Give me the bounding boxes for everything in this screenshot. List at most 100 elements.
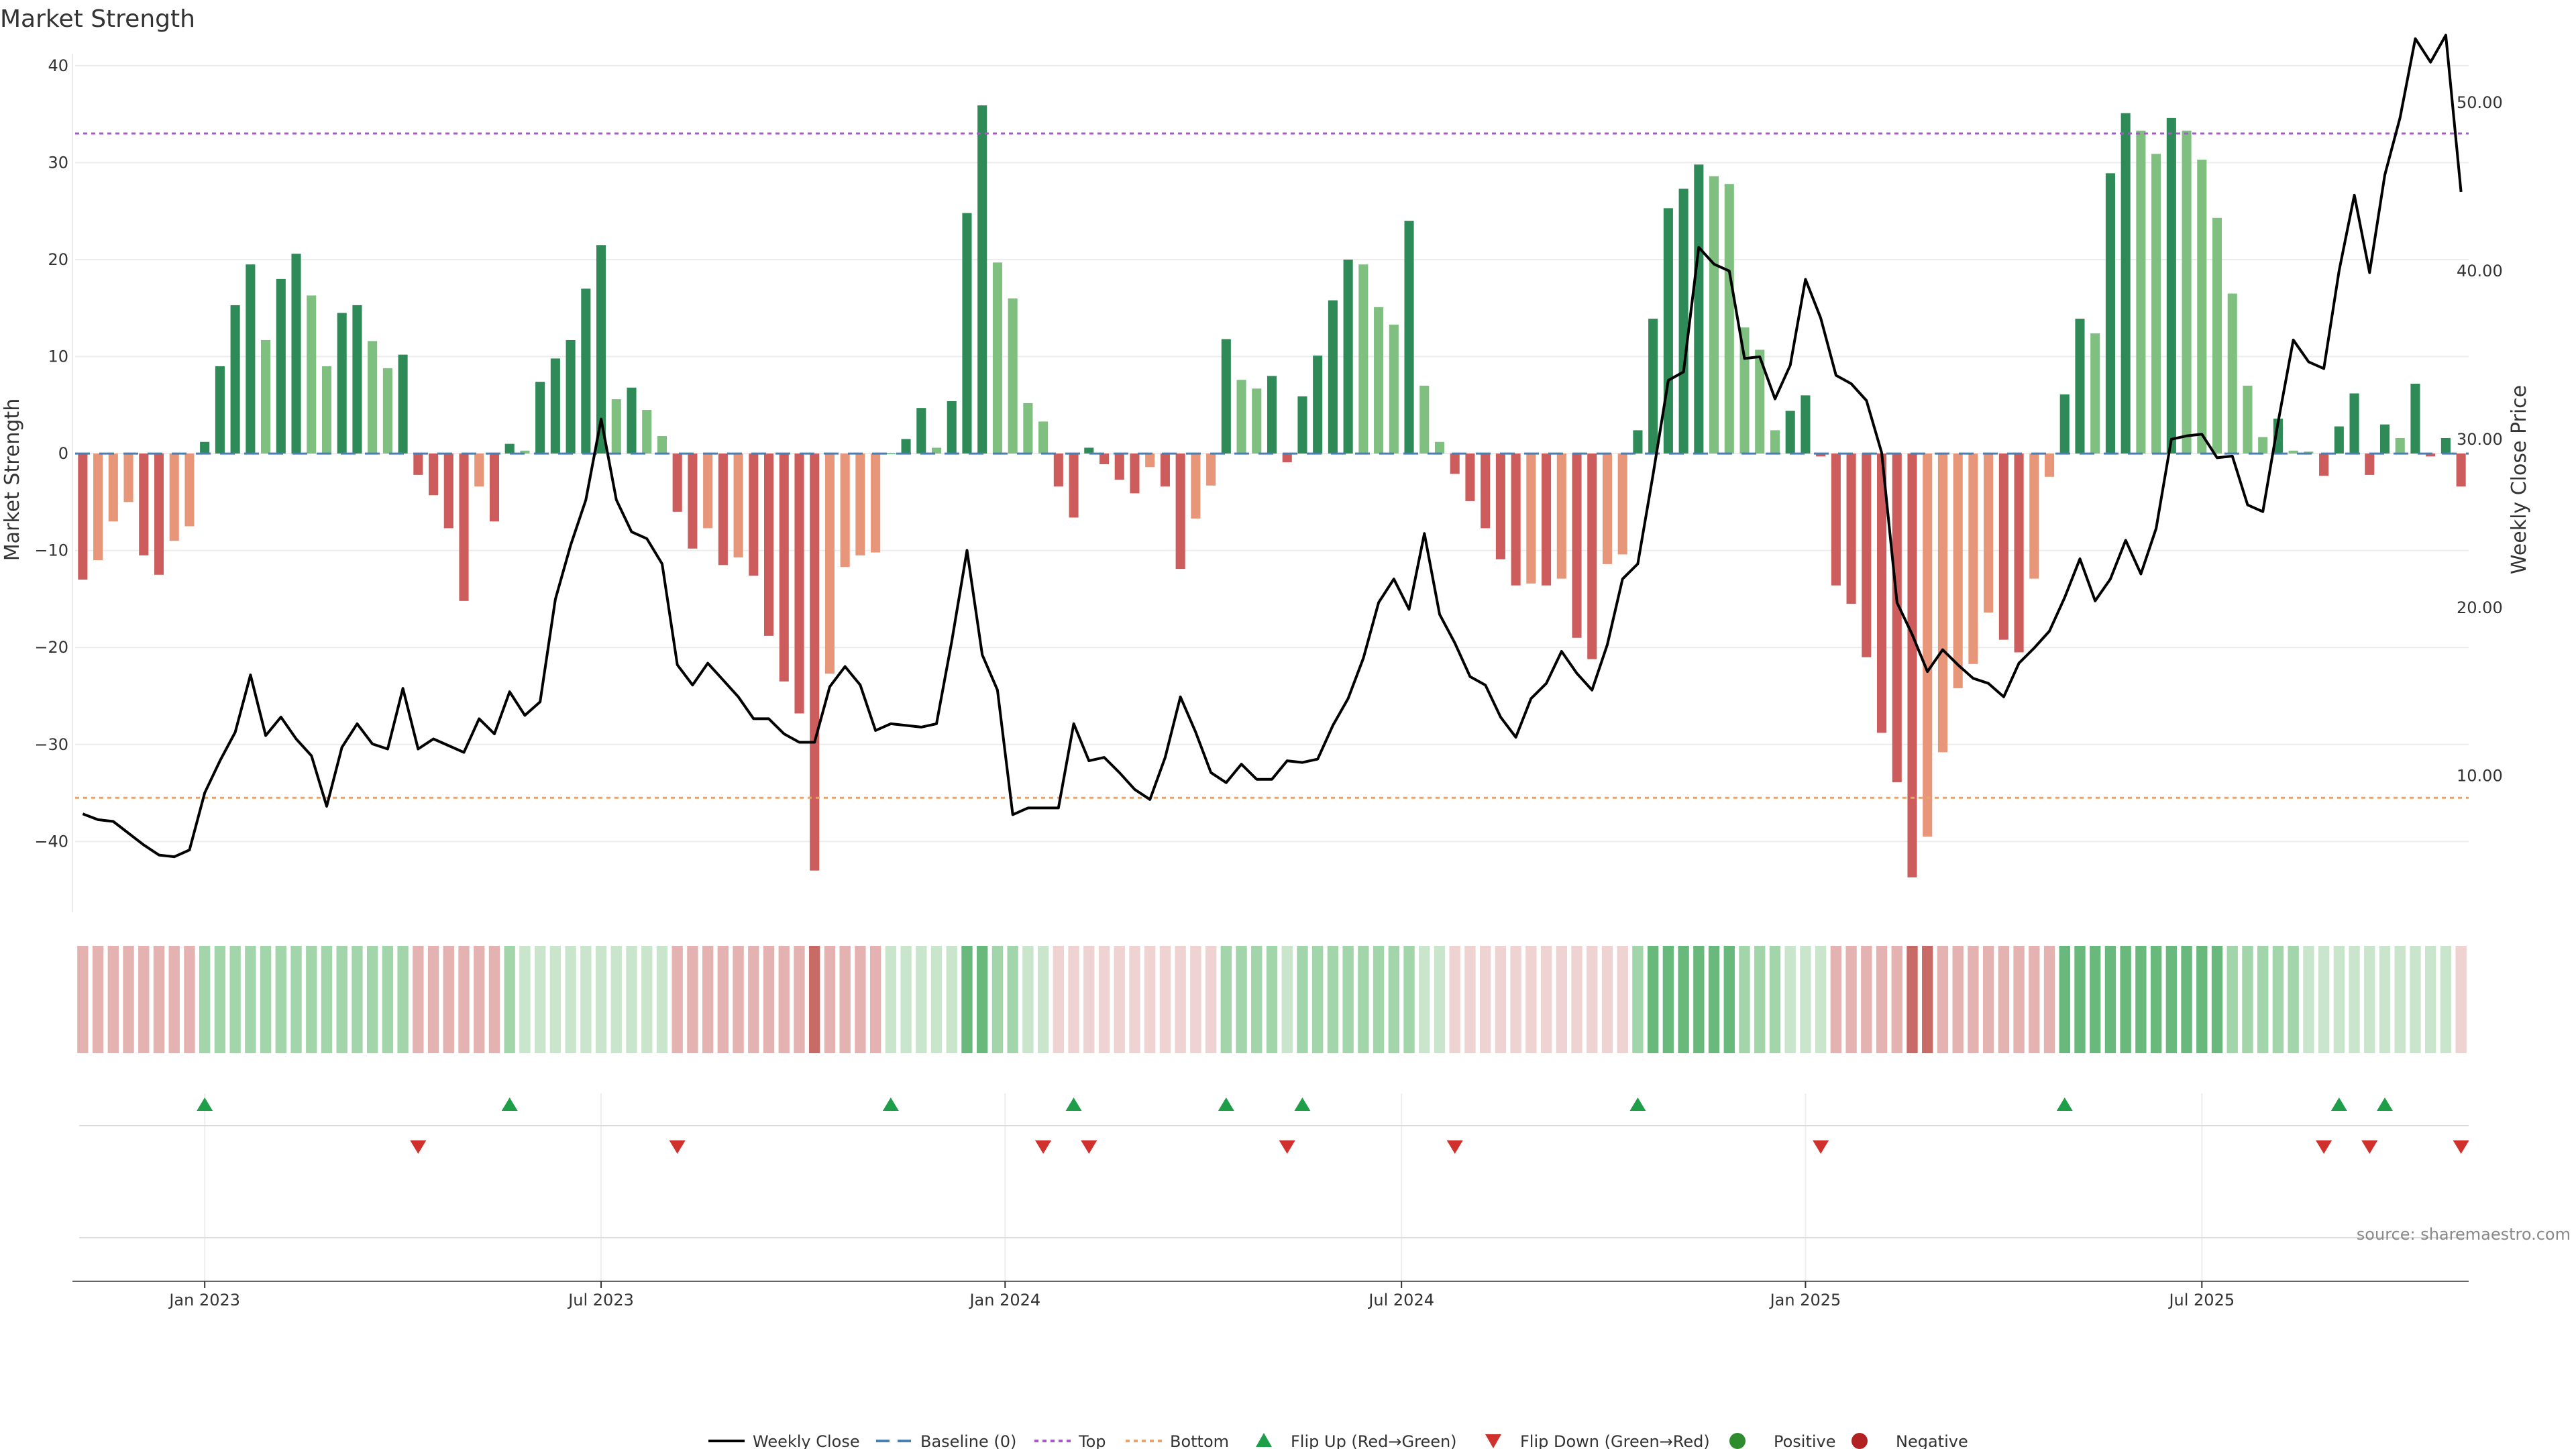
- heat-cell: [1220, 946, 1232, 1053]
- strength-bar: [931, 447, 942, 454]
- strength-bar: [1206, 453, 1216, 486]
- flip-signals-panel: [79, 1097, 2469, 1238]
- strength-bar: [2227, 293, 2237, 454]
- strength-bar: [307, 295, 317, 454]
- strength-bar: [916, 408, 926, 454]
- strength-bar: [1175, 453, 1185, 570]
- legend-label: Negative: [1896, 1432, 1968, 1449]
- heat-cell: [2288, 946, 2299, 1053]
- strength-bar: [2014, 453, 2024, 653]
- heat-cell: [900, 946, 912, 1053]
- strength-bar: [2090, 333, 2100, 454]
- strength-bar: [657, 436, 667, 454]
- heat-cell: [2364, 946, 2375, 1053]
- strength-bar: [276, 278, 286, 454]
- strength-bar: [1267, 376, 1277, 454]
- heat-cell: [1342, 946, 1354, 1053]
- strength-bar: [2182, 130, 2192, 454]
- y-tick-label: −30: [34, 735, 68, 754]
- strength-bar: [992, 262, 1002, 454]
- heat-cell: [2272, 946, 2284, 1053]
- heat-cell: [1449, 946, 1460, 1053]
- heat-cell: [1800, 946, 1811, 1053]
- flip-down-marker: [410, 1140, 427, 1154]
- heat-cell: [1373, 946, 1385, 1053]
- heat-cell: [275, 946, 286, 1053]
- heat-cell: [1540, 946, 1552, 1053]
- heat-cell: [1662, 946, 1674, 1053]
- strength-bar: [1785, 411, 1795, 454]
- flip-down-marker: [1813, 1140, 1829, 1154]
- heat-cell: [1403, 946, 1415, 1053]
- strength-bar: [718, 453, 728, 566]
- heat-cell: [488, 946, 500, 1053]
- heat-cell: [1083, 946, 1095, 1053]
- strength-bar: [1876, 453, 1887, 733]
- weekly-close-line: [82, 34, 2463, 859]
- strength-bar: [2029, 453, 2039, 579]
- heat-cell: [260, 946, 272, 1053]
- heat-cell: [321, 946, 333, 1053]
- heat-cell: [1144, 946, 1156, 1053]
- strength-bar: [672, 453, 682, 512]
- strength-bar: [1526, 453, 1536, 584]
- strength-bar: [581, 288, 591, 454]
- heat-cell: [1037, 946, 1049, 1053]
- strength-bar: [1038, 421, 1049, 454]
- heat-cell: [2120, 946, 2131, 1053]
- flip-down-marker: [2453, 1140, 2469, 1154]
- strength-bar: [154, 453, 164, 575]
- strength-bar: [139, 453, 149, 555]
- strength-bar: [1099, 453, 1110, 464]
- heat-cell: [1617, 946, 1628, 1053]
- heat-cell: [2196, 946, 2208, 1053]
- heat-cell: [336, 946, 347, 1053]
- strength-bar: [2059, 394, 2070, 454]
- strength-bar: [2105, 173, 2115, 454]
- heat-cell: [397, 946, 409, 1053]
- heat-cell: [687, 946, 698, 1053]
- y2-tick-label: 30.00: [2457, 430, 2503, 449]
- heat-cell: [1159, 946, 1171, 1053]
- x-axis-ticks: Jan 2023 Jul 2023 Jan 2024 Jul 2024 Jan 2025…: [168, 1281, 2235, 1309]
- heat-cell: [2059, 946, 2070, 1053]
- heat-cell: [245, 946, 256, 1053]
- heat-cell: [138, 946, 150, 1053]
- strength-bar: [1724, 184, 1734, 454]
- strength-bar: [459, 453, 469, 601]
- y-axis-ticks: 40 30 20 10 0 −10 −20 −30 −40: [34, 56, 68, 851]
- strength-bar: [1419, 385, 1430, 454]
- heat-cell: [123, 946, 134, 1053]
- heat-cell: [1587, 946, 1598, 1053]
- heat-cell: [2379, 946, 2391, 1053]
- strength-bar: [2258, 437, 2268, 454]
- flip-up-marker: [882, 1097, 899, 1111]
- legend-label: Weekly Close: [753, 1432, 860, 1449]
- y2-axis-label: Weekly Close Price: [2508, 385, 2531, 574]
- heat-cell: [2394, 946, 2406, 1053]
- heat-cell: [717, 946, 729, 1053]
- legend-swatch-flip-down: [1485, 1434, 1501, 1448]
- heat-cell: [839, 946, 851, 1053]
- legend-label: Positive: [1774, 1432, 1836, 1449]
- x-tick-label: Jul 2024: [1367, 1291, 1434, 1309]
- strength-bar: [1923, 453, 1933, 837]
- strength-bar: [246, 264, 256, 454]
- strength-bar: [215, 366, 225, 454]
- strength-bar: [230, 305, 240, 454]
- heat-cell: [1251, 946, 1263, 1053]
- heat-cell: [1007, 946, 1018, 1053]
- heat-cell: [366, 946, 378, 1053]
- heat-cell: [2211, 946, 2223, 1053]
- strength-bar: [1770, 430, 1780, 454]
- heat-cell: [2440, 946, 2452, 1053]
- legend: Weekly Close Baseline (0) Top Bottom Flip Up…: [708, 1432, 1968, 1449]
- heat-cell: [656, 946, 668, 1053]
- heat-cell: [2226, 946, 2238, 1053]
- strength-bar: [2044, 453, 2055, 477]
- heat-cell: [2425, 946, 2436, 1053]
- flip-down-marker: [1446, 1140, 1463, 1154]
- heat-cell: [1982, 946, 1994, 1053]
- strength-bar: [763, 453, 774, 636]
- strength-bar: [779, 453, 789, 682]
